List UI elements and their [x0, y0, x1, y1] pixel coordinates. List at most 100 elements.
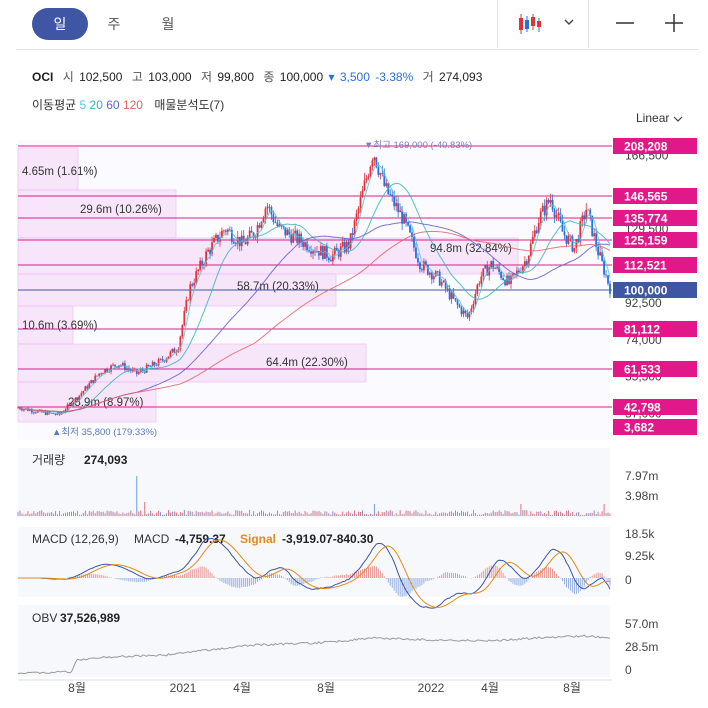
- candle-body: [197, 269, 200, 272]
- x-axis-label: 4월: [233, 681, 251, 695]
- candle-body: [458, 304, 461, 308]
- candle-body: [355, 213, 358, 221]
- chevron-down-icon[interactable]: [562, 8, 576, 40]
- x-axis-label: 2022: [418, 681, 445, 695]
- price-tick-label: 166,500: [625, 149, 669, 163]
- candle-body: [609, 283, 611, 294]
- candle-body: [116, 366, 118, 368]
- candle-body: [232, 241, 235, 244]
- price-level-badge: [613, 210, 697, 226]
- obv-tick-label: 28.5m: [625, 640, 658, 654]
- volume-panel-bg: [18, 448, 610, 518]
- volume-tick-label: 7.97m: [625, 469, 658, 483]
- candle-body: [395, 202, 398, 207]
- high-label: 고: [131, 70, 143, 84]
- chevron-down-icon: [673, 116, 683, 122]
- candle-body: [288, 229, 291, 235]
- candle-body: [56, 412, 59, 415]
- candle-body: [529, 243, 532, 256]
- candle-body: [74, 398, 77, 403]
- candle-body: [268, 206, 271, 208]
- candle-body: [54, 414, 57, 415]
- candle-body: [446, 288, 449, 290]
- candle-body: [432, 276, 435, 280]
- candle-body: [82, 391, 85, 394]
- candle-body: [430, 272, 433, 280]
- candle-body: [46, 411, 49, 415]
- candle-body: [389, 194, 392, 195]
- tab-week[interactable]: 주: [107, 16, 121, 32]
- candle-body: [294, 230, 297, 234]
- candle-body: [597, 246, 600, 256]
- price-level-label: 61,533: [624, 363, 661, 377]
- candle-body: [213, 237, 215, 243]
- close-label: 종: [263, 70, 275, 84]
- candle-body: [252, 232, 255, 238]
- macd-label: MACD: [134, 532, 170, 546]
- candle-body: [498, 266, 501, 272]
- candle-body: [234, 243, 237, 245]
- ma-120: 120: [122, 98, 143, 112]
- candle-body: [583, 215, 586, 220]
- candle-body: [403, 213, 405, 224]
- candle-body: [21, 409, 23, 411]
- candle-body: [30, 409, 33, 413]
- symbol: OCI: [32, 70, 54, 84]
- moving-average-line: [17, 182, 611, 413]
- candle-body: [163, 360, 166, 362]
- candle-body: [217, 234, 219, 242]
- candle-body: [512, 273, 514, 276]
- x-axis-label: 8월: [68, 681, 86, 695]
- volume-profile-label[interactable]: 매물분석도(7): [154, 98, 225, 112]
- tab-month[interactable]: 월: [161, 16, 175, 32]
- candle-body: [25, 408, 27, 410]
- candle-body: [318, 250, 320, 256]
- candle-body: [339, 246, 342, 257]
- candle-body: [316, 250, 318, 253]
- price-level-badge: [613, 232, 697, 248]
- candle-body: [276, 222, 279, 227]
- candle-body: [484, 265, 487, 269]
- volume-tick-label: 3.98m: [625, 489, 658, 503]
- candle-body: [32, 412, 35, 414]
- candle-body: [357, 208, 360, 214]
- candle-body: [296, 230, 299, 243]
- tab-day[interactable]: 일: [32, 8, 88, 40]
- candle-body: [153, 362, 156, 366]
- candle-body: [112, 364, 114, 366]
- candle-body: [300, 233, 303, 243]
- candle-body: [506, 275, 508, 286]
- candle-body: [110, 365, 112, 372]
- candle-body: [367, 176, 370, 179]
- candle-body: [224, 230, 227, 232]
- candle-body: [17, 407, 19, 409]
- candle-body: [266, 206, 269, 209]
- candle-body: [40, 409, 43, 413]
- candle-body: [290, 234, 293, 243]
- candle-body: [195, 271, 198, 284]
- macd-panel-bg: [18, 527, 610, 597]
- candle-body: [369, 166, 372, 177]
- zoom-in-button[interactable]: [660, 8, 688, 40]
- candle-body: [417, 257, 419, 263]
- candle-body: [543, 205, 546, 216]
- price-panel-bg: [18, 140, 610, 440]
- price-level-badge: [613, 282, 697, 298]
- candle-body: [159, 358, 162, 360]
- quote-summary: OCI 시 102,500 고 103,000 저 99,800 종 100,0…: [32, 68, 484, 85]
- candle-body: [478, 283, 481, 285]
- candle-body: [38, 409, 41, 411]
- x-axis-label: 8월: [563, 681, 581, 695]
- candle-body: [102, 373, 105, 374]
- volume-profile-label: 29.6m (10.26%): [80, 204, 162, 216]
- change-arrow: ▾: [328, 70, 335, 84]
- chart-type-button[interactable]: [512, 8, 582, 40]
- candle-body: [436, 271, 439, 273]
- zoom-out-button[interactable]: [612, 8, 640, 40]
- candle-body: [551, 199, 554, 210]
- scale-mode-select[interactable]: Linear: [636, 111, 683, 125]
- candle-body: [496, 266, 499, 269]
- candle-body: [426, 264, 429, 275]
- candle-body: [359, 197, 362, 209]
- candle-body: [482, 268, 485, 277]
